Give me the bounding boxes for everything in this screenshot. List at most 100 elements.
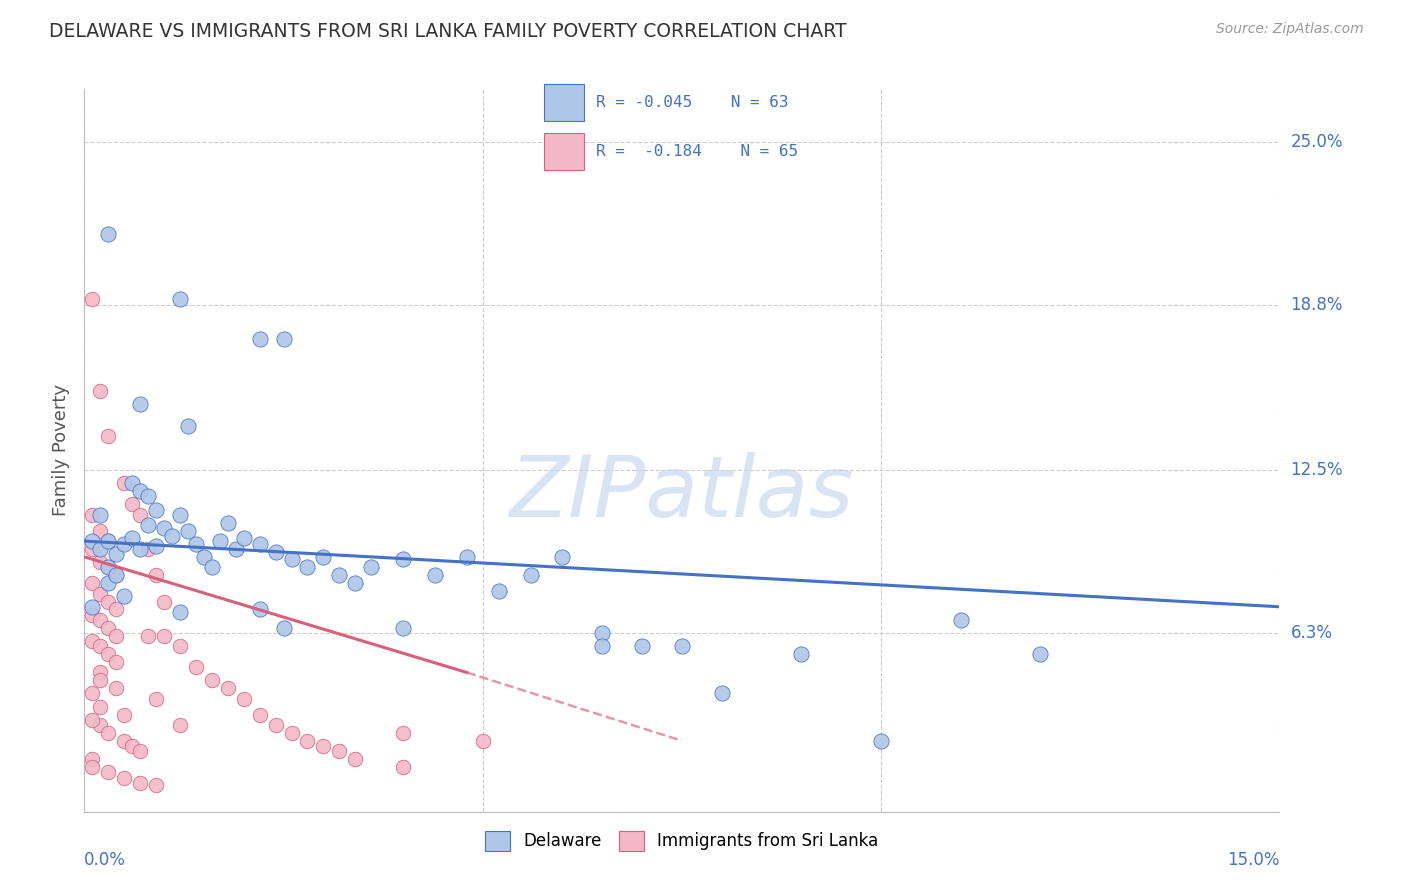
Point — [97, 726, 120, 740]
Point — [790, 647, 813, 661]
Point — [423, 568, 446, 582]
Point — [105, 629, 128, 643]
Point — [177, 524, 200, 538]
Point — [273, 621, 295, 635]
Point — [169, 605, 191, 619]
Text: 12.5%: 12.5% — [1291, 461, 1343, 479]
Point — [193, 549, 215, 564]
Point — [392, 726, 415, 740]
Point — [112, 589, 135, 603]
Point — [136, 541, 159, 556]
Point — [471, 733, 494, 747]
Point — [631, 639, 654, 653]
Text: 15.0%: 15.0% — [1227, 851, 1279, 869]
Point — [112, 476, 135, 491]
Text: R =  -0.184    N = 65: R = -0.184 N = 65 — [596, 145, 799, 160]
Point — [129, 541, 152, 556]
Point — [121, 739, 143, 753]
Point — [169, 293, 191, 307]
Point — [136, 629, 159, 643]
Point — [160, 529, 183, 543]
Point — [280, 726, 302, 740]
Point — [312, 549, 335, 564]
Point — [551, 549, 574, 564]
Point — [89, 555, 111, 569]
Point — [129, 397, 152, 411]
Point — [456, 549, 478, 564]
Point — [105, 681, 128, 696]
Point — [591, 639, 613, 653]
Point — [208, 534, 231, 549]
Point — [671, 639, 693, 653]
Point — [82, 599, 104, 614]
Point — [225, 541, 247, 556]
Point — [89, 508, 111, 522]
Point — [392, 760, 415, 774]
Point — [89, 541, 111, 556]
Point — [328, 744, 350, 758]
Point — [105, 568, 128, 582]
Point — [89, 587, 111, 601]
Point — [89, 718, 111, 732]
Text: ZIPatlas: ZIPatlas — [510, 452, 853, 535]
Point — [184, 660, 207, 674]
Point — [112, 537, 135, 551]
Point — [344, 576, 367, 591]
Point — [121, 532, 143, 546]
Bar — [544, 84, 583, 121]
Point — [129, 776, 152, 790]
Point — [870, 733, 893, 747]
Point — [519, 568, 541, 582]
Point — [89, 384, 111, 399]
Point — [312, 739, 335, 753]
Point — [82, 534, 104, 549]
Point — [232, 691, 254, 706]
Point — [344, 752, 367, 766]
Point — [89, 613, 111, 627]
Point — [217, 516, 239, 530]
Point — [97, 576, 120, 591]
Point — [89, 524, 111, 538]
Point — [136, 518, 159, 533]
Point — [121, 476, 143, 491]
Point — [949, 613, 972, 627]
Text: R = -0.045    N = 63: R = -0.045 N = 63 — [596, 95, 789, 110]
Point — [169, 508, 191, 522]
Point — [249, 707, 271, 722]
Point — [153, 629, 176, 643]
Legend: Delaware, Immigrants from Sri Lanka: Delaware, Immigrants from Sri Lanka — [479, 824, 884, 857]
Point — [392, 552, 415, 566]
Point — [360, 560, 382, 574]
Point — [89, 673, 111, 688]
Point — [105, 655, 128, 669]
Point — [249, 537, 271, 551]
Text: DELAWARE VS IMMIGRANTS FROM SRI LANKA FAMILY POVERTY CORRELATION CHART: DELAWARE VS IMMIGRANTS FROM SRI LANKA FA… — [49, 22, 846, 41]
Point — [184, 537, 207, 551]
Point — [82, 576, 104, 591]
Point — [112, 707, 135, 722]
Point — [97, 765, 120, 780]
Point — [249, 332, 271, 346]
Point — [82, 760, 104, 774]
Point — [82, 686, 104, 700]
Point — [129, 508, 152, 522]
Point — [177, 418, 200, 433]
Point — [273, 332, 295, 346]
Point — [488, 584, 510, 599]
Point — [97, 534, 120, 549]
Point — [97, 594, 120, 608]
Point — [82, 508, 104, 522]
Point — [297, 733, 319, 747]
Point — [129, 484, 152, 499]
Point — [710, 686, 733, 700]
Point — [249, 602, 271, 616]
Point — [105, 602, 128, 616]
Point — [82, 293, 104, 307]
Text: Source: ZipAtlas.com: Source: ZipAtlas.com — [1216, 22, 1364, 37]
Point — [97, 621, 120, 635]
Point — [89, 699, 111, 714]
Point — [112, 771, 135, 785]
Point — [82, 607, 104, 622]
Point — [145, 568, 167, 582]
Point — [217, 681, 239, 696]
